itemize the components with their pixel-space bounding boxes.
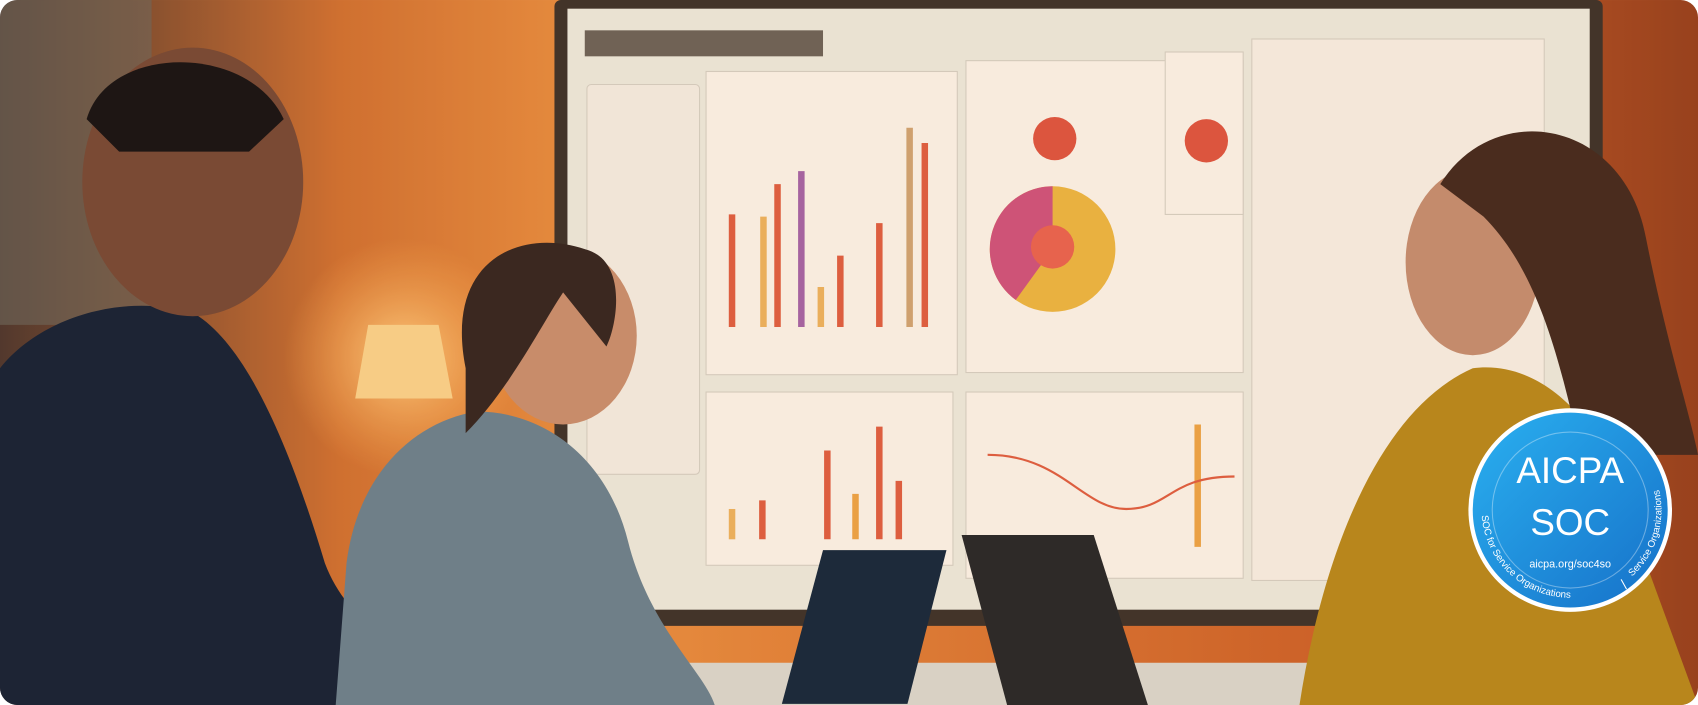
badge-url: aicpa.org/soc4so	[1529, 558, 1611, 570]
laptop	[781, 550, 947, 704]
badge-disc	[1472, 412, 1668, 608]
panel	[705, 70, 958, 376]
badge-title: AICPA	[1516, 450, 1624, 491]
soc-badge: AICPA SOC aicpa.org/soc4so SOC for Servi…	[1468, 408, 1673, 612]
person-left	[0, 305, 553, 705]
person-middle-hair	[461, 242, 617, 434]
decor-icon	[1184, 119, 1229, 163]
lamp	[355, 324, 453, 399]
person-middle	[335, 411, 715, 705]
decor-line	[987, 453, 1235, 511]
person-left-hair	[86, 62, 284, 152]
decor-icon	[1033, 116, 1077, 161]
decor-pie-core	[1030, 225, 1075, 269]
badge-divider	[1620, 579, 1628, 590]
badge-subtitle: SOC	[1530, 502, 1610, 543]
badge-ring	[1491, 431, 1649, 589]
decor-bars	[728, 127, 1201, 547]
screen-header	[584, 30, 824, 57]
person-right-hair	[1440, 131, 1698, 455]
decor-pie-slice	[989, 186, 1053, 300]
laptop	[961, 534, 1148, 705]
